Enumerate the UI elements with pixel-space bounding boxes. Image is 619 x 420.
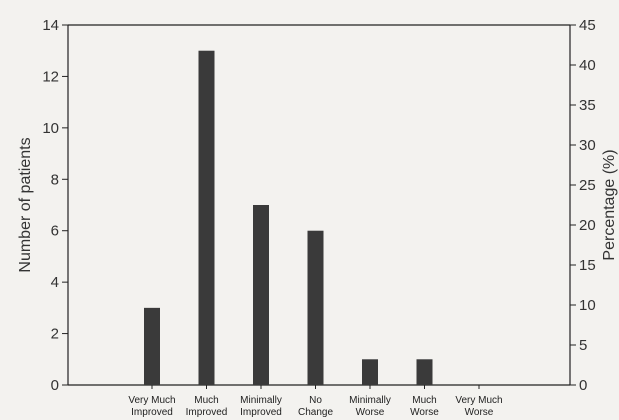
left-tick-label: 0 xyxy=(51,377,59,394)
right-tick-label: 25 xyxy=(579,177,596,194)
bar xyxy=(362,359,378,385)
left-tick-label: 4 xyxy=(51,274,59,291)
bar xyxy=(416,359,433,385)
x-tick-label-line: Improved xyxy=(186,407,228,418)
x-tick-label: Very Much Improved xyxy=(128,395,175,418)
x-tick-label: Very Much Worse xyxy=(455,395,502,418)
left-y-ticks: 0 2 4 6 8 10 12 14 xyxy=(42,17,68,394)
right-tick-label: 5 xyxy=(579,337,587,354)
right-tick-label: 45 xyxy=(579,17,596,34)
x-tick-label-line: Very Much xyxy=(455,395,502,406)
bar xyxy=(144,307,160,385)
x-tick-label: Much Improved xyxy=(186,395,228,418)
x-tick-label: Minimally Improved xyxy=(240,395,282,418)
left-tick-label: 8 xyxy=(51,171,59,188)
right-tick-label: 20 xyxy=(579,217,596,234)
left-tick-label: 14 xyxy=(42,17,59,34)
right-tick-label: 40 xyxy=(579,57,596,74)
x-tick-label: Much Worse xyxy=(410,395,439,418)
y2-axis-title: Percentage (%) xyxy=(601,149,618,260)
right-tick-label: 10 xyxy=(579,297,596,314)
x-tick-label: Minimally Worse xyxy=(349,395,391,418)
x-tick-label-line: Very Much xyxy=(128,395,175,406)
left-tick-label: 2 xyxy=(51,326,59,343)
x-tick-label-line: No xyxy=(309,395,322,406)
x-tick-label-line: Much xyxy=(412,395,436,406)
x-tick-label-line: Change xyxy=(298,407,333,418)
bars xyxy=(144,50,433,385)
x-tick-label-line: Worse xyxy=(465,407,494,418)
bar xyxy=(307,230,324,385)
left-tick-label: 10 xyxy=(42,120,59,137)
x-tick-label-line: Minimally xyxy=(240,395,282,406)
x-tick-label-line: Worse xyxy=(410,407,439,418)
left-tick-label: 6 xyxy=(51,223,59,240)
x-tick-label-line: Much xyxy=(194,395,218,406)
x-tick-label-line: Worse xyxy=(356,407,385,418)
right-tick-label: 35 xyxy=(579,97,596,114)
x-tick-label-line: Minimally xyxy=(349,395,391,406)
bar xyxy=(198,50,215,385)
right-tick-label: 15 xyxy=(579,257,596,274)
bar xyxy=(253,205,269,385)
x-tick-label: No Change xyxy=(298,395,333,418)
x-tick-label-line: Improved xyxy=(131,407,173,418)
right-tick-label: 30 xyxy=(579,137,596,154)
right-y-ticks: 0 5 10 15 20 25 30 35 40 45 xyxy=(570,17,596,394)
x-tick-label-line: Improved xyxy=(240,407,282,418)
y-axis-title: Number of patients xyxy=(17,137,34,272)
right-tick-label: 0 xyxy=(579,377,587,394)
left-tick-label: 12 xyxy=(42,68,59,85)
